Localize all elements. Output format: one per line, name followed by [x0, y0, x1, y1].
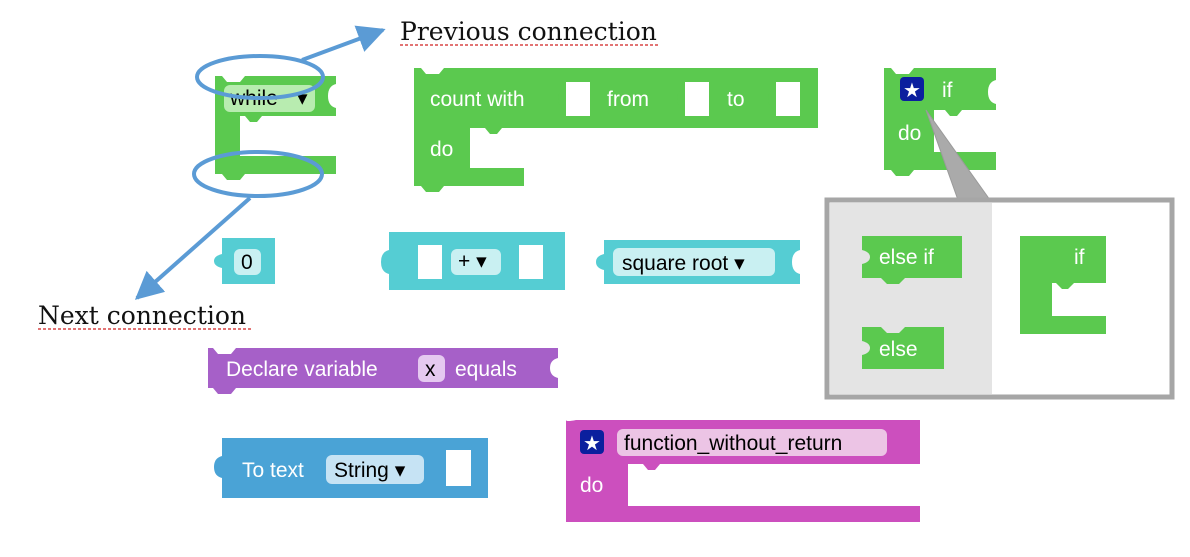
number-field[interactable] [234, 249, 261, 275]
declare-label: Declare variable [226, 358, 378, 381]
if-label: if [942, 79, 953, 102]
from-input-slot[interactable] [685, 82, 709, 116]
count-do-label: do [430, 138, 453, 161]
variable-name: x [425, 358, 436, 381]
totext-dropdown[interactable] [326, 455, 424, 484]
sqrt-dropdown-label: square root ▾ [622, 252, 745, 275]
totext-dropdown-label: String ▾ [334, 459, 406, 482]
declare-variable-block[interactable]: Declare variable x equals [208, 348, 558, 394]
next-connection-ellipse [192, 150, 324, 198]
to-text-block[interactable]: String ▾ To text [214, 438, 488, 498]
square-root-block[interactable]: square root ▾ [596, 240, 800, 284]
function-name: function_without_return [624, 432, 842, 455]
to-input-slot[interactable] [776, 82, 800, 116]
arith-operator-dropdown[interactable] [451, 249, 501, 275]
previous-connection-ellipse [195, 54, 325, 100]
previous-connection-label: Previous connection [400, 17, 657, 46]
mutator-if-label: if [1074, 246, 1085, 269]
mutator-if-container[interactable]: if [1020, 236, 1106, 334]
from-label: from [607, 88, 649, 111]
star-icon: ★ [903, 78, 921, 102]
arith-right-slot[interactable] [519, 245, 543, 279]
number-block[interactable]: 0 [214, 238, 275, 284]
next-connection-annotation: Next connection [38, 150, 324, 330]
totext-label: To text [242, 459, 304, 482]
previous-connection-annotation: Previous connection [195, 17, 658, 100]
if-do-label: do [898, 122, 921, 145]
arith-left-slot[interactable] [418, 245, 442, 279]
count-with-label: count with [430, 88, 525, 111]
mutator-else-if-label: else if [879, 246, 934, 269]
previous-connection-arrow [301, 25, 386, 62]
next-connection-arrow [134, 196, 252, 300]
mutator-else-label: else [879, 338, 918, 361]
while-dropdown-arrow: ▾ [297, 87, 308, 110]
arith-operator-label: + ▾ [458, 250, 487, 273]
equals-label: equals [455, 358, 517, 381]
function-star-icon: ★ [583, 431, 601, 455]
function-name-field[interactable] [617, 429, 887, 456]
totext-input-slot[interactable] [446, 450, 471, 486]
mutator-else-if-block[interactable]: else if [862, 236, 962, 284]
mutator-else-block[interactable]: else [862, 327, 944, 369]
next-connection-label: Next connection [38, 301, 246, 330]
mutator-gear-icon[interactable] [900, 77, 924, 101]
mutator-bubble: else if else if [824, 109, 1175, 400]
if-block[interactable]: ★ if do [884, 68, 996, 176]
number-value: 0 [241, 251, 253, 274]
function-block[interactable]: ★ function_without_return do [566, 420, 920, 522]
count-input-slot[interactable] [566, 82, 590, 116]
sqrt-dropdown[interactable] [613, 248, 775, 276]
to-label: to [727, 88, 745, 111]
function-do-label: do [580, 474, 603, 497]
variable-field[interactable] [418, 355, 445, 382]
count-with-block[interactable]: count with from to do [414, 68, 818, 192]
function-mutator-icon[interactable] [580, 430, 604, 454]
arithmetic-block[interactable]: + ▾ [381, 232, 565, 290]
